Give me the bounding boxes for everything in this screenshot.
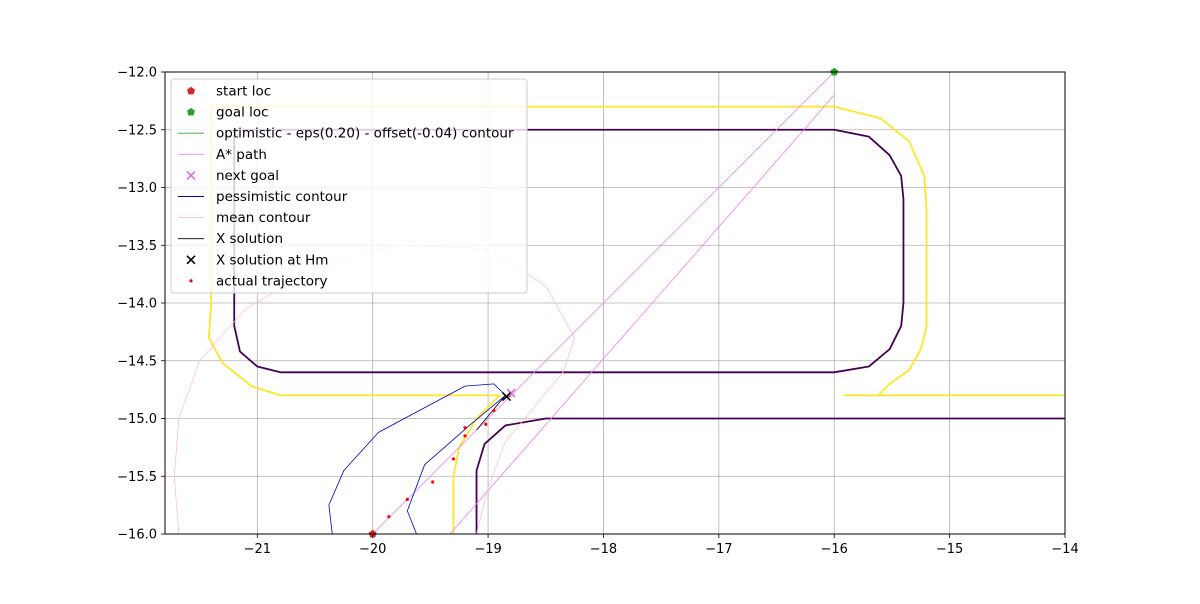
x-tick-label: −21 (244, 542, 271, 557)
legend-label: optimistic - eps(0.20) - offset(-0.04) c… (216, 126, 514, 142)
legend-label: pessimistic contour (216, 189, 348, 205)
series-12-point-0 (501, 391, 512, 402)
legend-label: mean contour (216, 210, 311, 226)
series-10-point-6 (484, 422, 488, 426)
series-10-point-2 (431, 480, 435, 484)
x-tick-label: −18 (590, 542, 617, 557)
legend-label: start loc (216, 84, 271, 100)
series-10-point-3 (451, 457, 456, 461)
legend-box (170, 78, 528, 294)
y-tick-label: −12.0 (117, 66, 157, 81)
series-10-point-4 (463, 434, 467, 438)
series-10-point-5 (463, 426, 467, 430)
x-tick-label: −20 (359, 542, 386, 557)
y-tick-label: −15.0 (117, 412, 157, 427)
series-11-point-0 (506, 388, 516, 398)
legend: start loc goal loc optimistic - eps(0.20) … (170, 78, 528, 294)
legend-swatch (187, 107, 195, 116)
y-tick-label: −15.5 (117, 470, 157, 485)
y-tick-label: −14.5 (117, 354, 157, 369)
y-tick-label: −13.0 (117, 181, 157, 196)
legend-entry: X solution at Hm (186, 252, 328, 268)
legend-swatch (186, 170, 196, 180)
series-line-9 (476, 395, 506, 431)
legend-label: actual trajectory (216, 273, 328, 289)
y-tick-label: −13.5 (117, 239, 157, 254)
legend-entry: mean contour (178, 210, 311, 226)
series-line-6 (449, 94, 835, 534)
series-line-7 (328, 383, 506, 534)
y-tick-label: −16.0 (117, 528, 157, 543)
legend-swatch (186, 255, 196, 265)
legend-label: A* path (216, 147, 267, 163)
x-tick-label: −17 (705, 542, 732, 557)
legend-label: goal loc (216, 105, 269, 121)
legend-label: X solution at Hm (216, 252, 328, 268)
series-line-0 (207, 302, 501, 534)
x-tick-label: −19 (474, 542, 501, 557)
axis-ticks: −21 −20 −19 −18 −17 −16 −15 −14 −12.0 −12.5 −13.0 −… (117, 66, 1079, 558)
legend-entry: pessimistic contour (178, 189, 348, 205)
legend-entry: next goal (186, 168, 279, 184)
series-10-point-1 (405, 497, 409, 501)
legend-entry: A* path (178, 147, 267, 163)
series-line-4 (475, 417, 1065, 534)
x-tick-label: −16 (821, 542, 848, 557)
series-10-point-0 (387, 515, 391, 519)
series-line-1 (210, 105, 928, 397)
legend-swatch (189, 279, 193, 283)
legend-entry: goal loc (187, 105, 269, 121)
y-tick-label: −12.5 (117, 123, 157, 138)
plot-series (173, 72, 1065, 534)
x-tick-label: −15 (936, 542, 963, 557)
y-tick-label: −14.0 (117, 297, 157, 312)
x-tick-label: −14 (1051, 542, 1078, 557)
legend-entry: optimistic - eps(0.20) - offset(-0.04) c… (178, 126, 514, 142)
legend-entry: start loc (187, 84, 271, 100)
series-line-3 (233, 128, 905, 374)
legend-entry: actual trajectory (189, 273, 328, 289)
series-10-point-7 (492, 408, 496, 413)
legend-label: X solution (216, 231, 283, 247)
legend-entry: X solution (178, 231, 283, 247)
legend-label: next goal (216, 168, 279, 184)
legend-swatch (187, 86, 195, 95)
series-line-5 (372, 72, 835, 534)
